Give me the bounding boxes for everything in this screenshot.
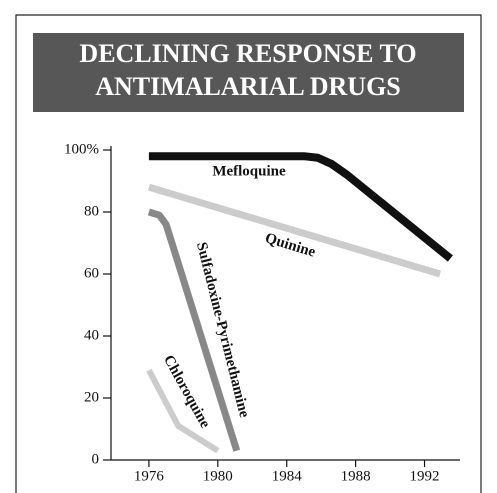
chart-title: ANTIMALARIAL DRUGS — [95, 72, 401, 101]
x-tick-label: 1984 — [272, 468, 303, 484]
y-tick-label: 0 — [92, 451, 100, 467]
x-tick-label: 1980 — [203, 468, 233, 484]
x-tick-label: 1992 — [410, 468, 440, 484]
x-tick-label: 1988 — [341, 468, 371, 484]
line — [147, 208, 241, 452]
y-tick-label: 40 — [84, 327, 99, 343]
series-label: Mefloquine — [212, 163, 286, 179]
title-box — [33, 33, 464, 112]
y-tick-label: 100% — [64, 141, 99, 157]
line — [147, 183, 442, 278]
line — [148, 152, 453, 262]
line — [146, 368, 220, 454]
x-tick-label: 1976 — [134, 468, 165, 484]
frame — [15, 14, 482, 493]
y-tick-label: 80 — [84, 203, 99, 219]
y-tick-label: 20 — [84, 389, 99, 405]
y-tick-label: 60 — [84, 265, 99, 281]
series-label: Chloroquine — [160, 353, 213, 432]
chart-title: DECLINING RESPONSE TO — [79, 39, 416, 68]
